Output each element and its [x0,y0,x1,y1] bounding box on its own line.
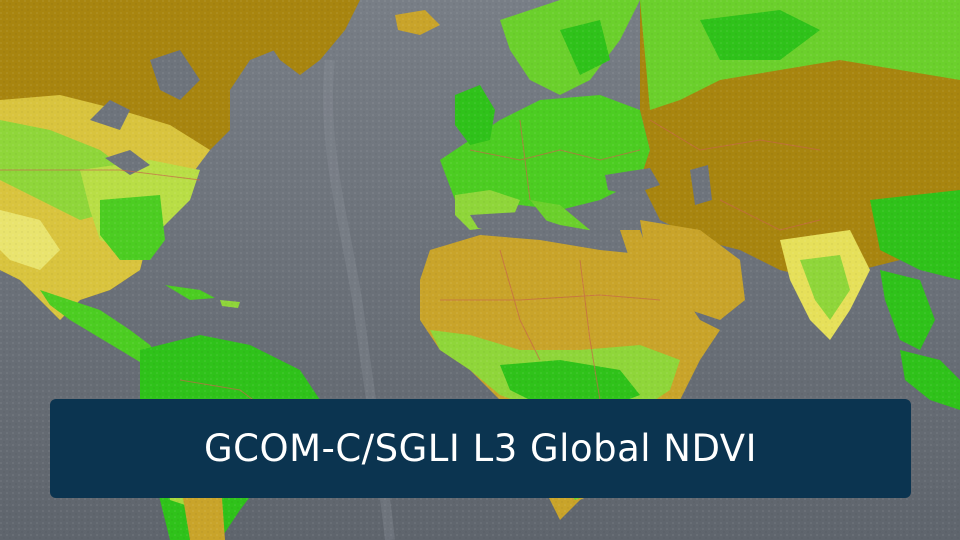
map-title: GCOM-C/SGLI L3 Global NDVI [203,427,758,470]
title-banner: GCOM-C/SGLI L3 Global NDVI [50,399,911,498]
